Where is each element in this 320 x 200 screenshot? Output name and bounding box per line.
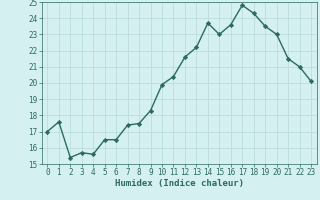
X-axis label: Humidex (Indice chaleur): Humidex (Indice chaleur): [115, 179, 244, 188]
